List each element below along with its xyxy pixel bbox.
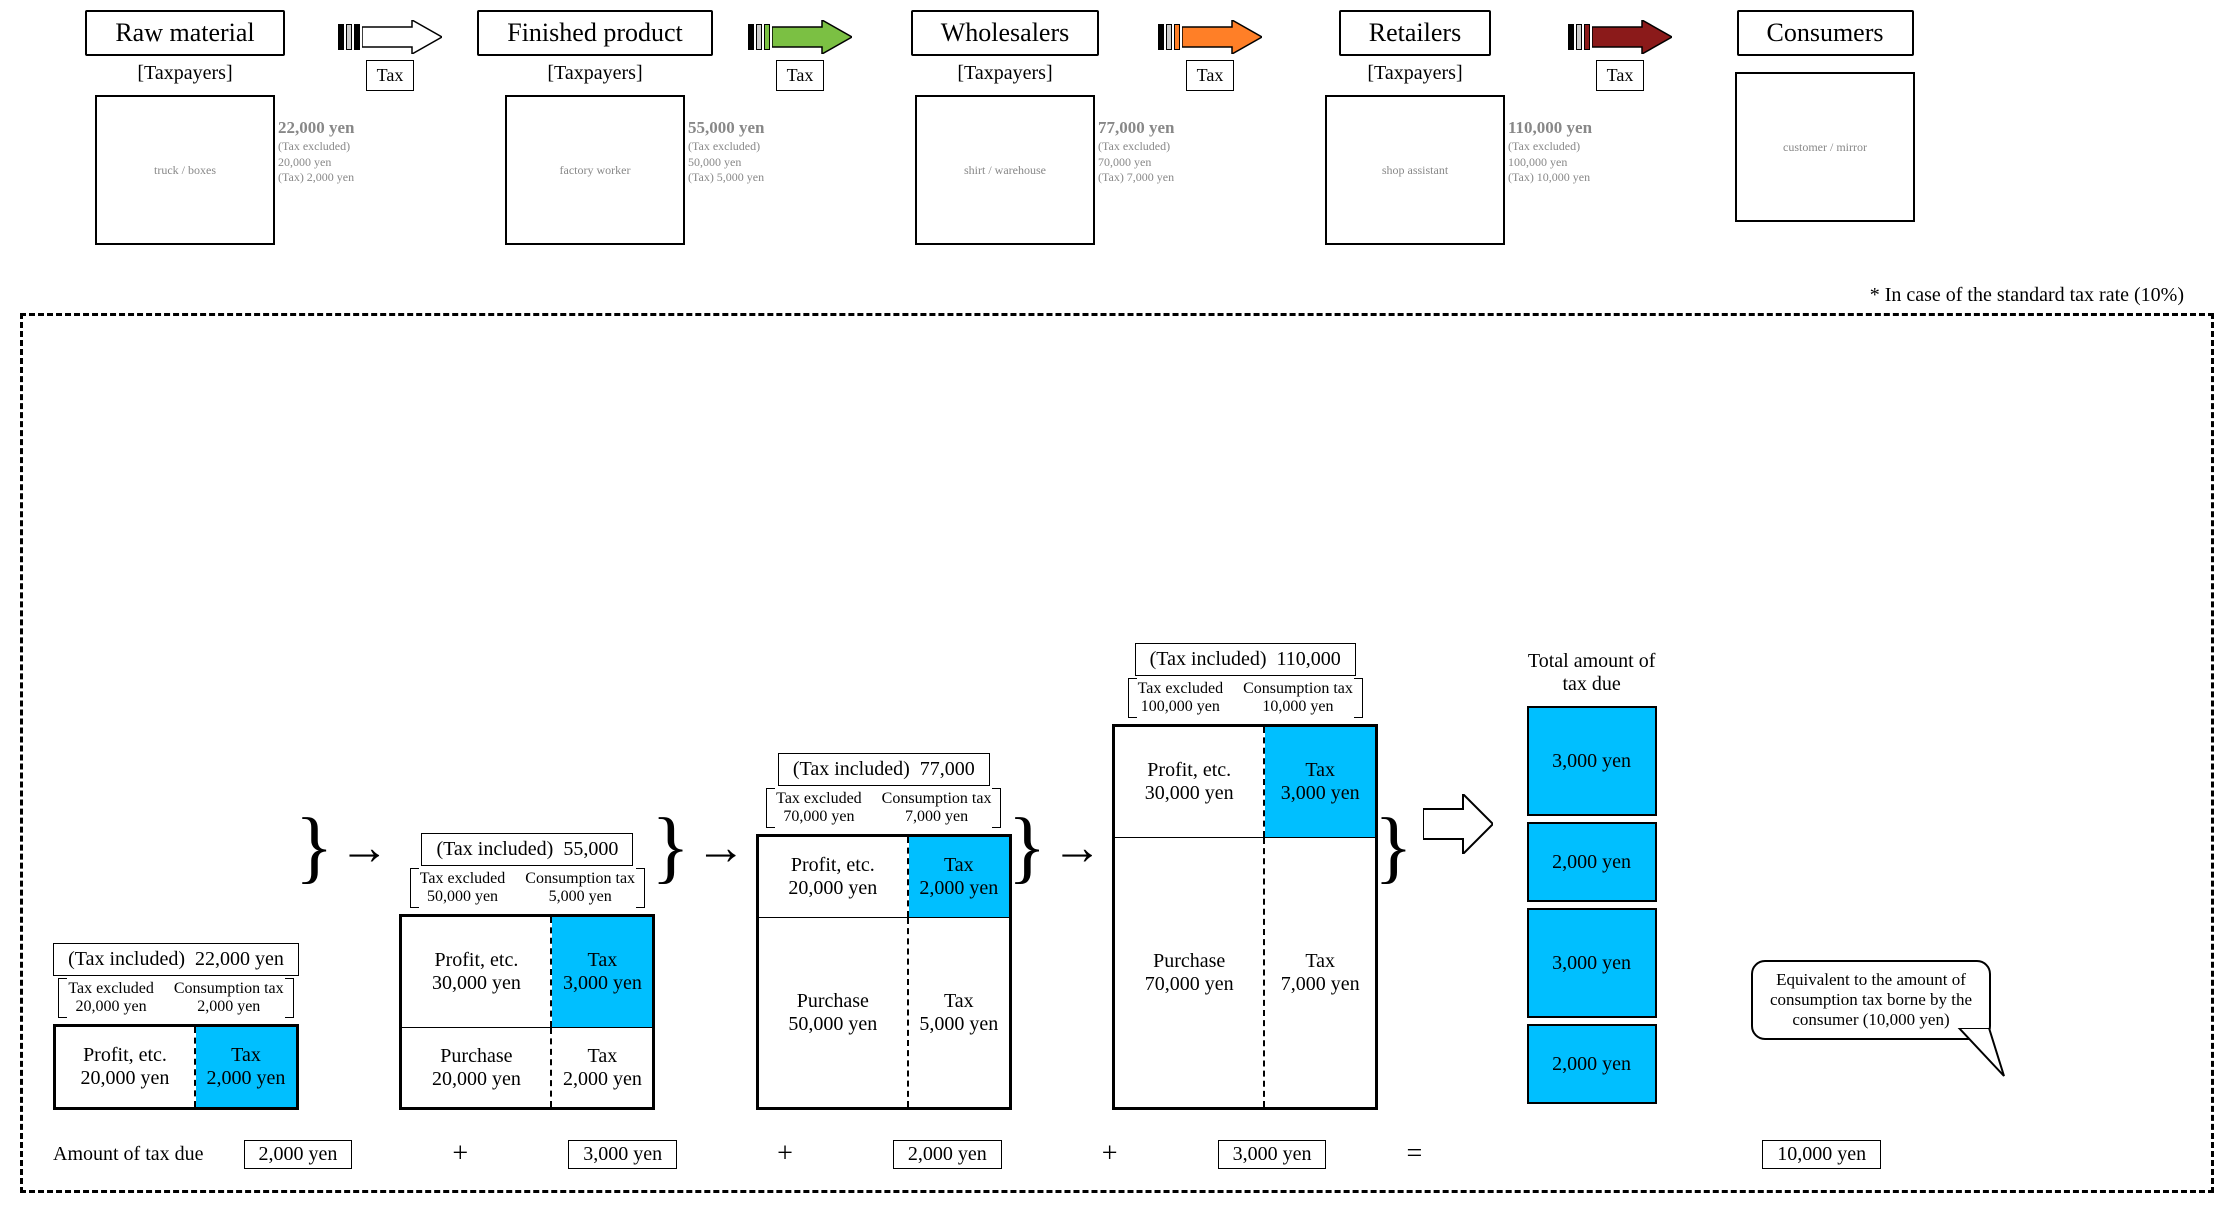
tax-label: Tax <box>776 60 825 91</box>
tax-label: Tax <box>366 60 415 91</box>
tax-due-label: Amount of tax due <box>53 1143 204 1166</box>
stage-subtitle: [Taxpayers] <box>1367 62 1462 85</box>
total-part: 3,000 yen <box>1527 706 1657 816</box>
equals-icon: = <box>1406 1138 1422 1170</box>
brace-icon: } <box>295 827 333 867</box>
tax-label: Tax <box>1186 60 1235 91</box>
tax-included-header: (Tax included) 77,000 <box>778 753 990 786</box>
total-part: 3,000 yen <box>1527 908 1657 1018</box>
tax-due-value: 2,000 yen <box>893 1140 1002 1169</box>
arrow-outline-icon <box>1423 794 1493 859</box>
breakdown-col-2: (Tax included) 77,000 Tax excluded70,000… <box>756 753 1012 1110</box>
tax-due-row: Amount of tax due 2,000 yen +3,000 yen +2,0… <box>53 1138 1881 1170</box>
transfer-amount: 110,000 yen (Tax excluded)100,000 yen(Ta… <box>1508 117 1643 186</box>
stage-finished-product: Finished product [Taxpayers] factory wor… <box>440 10 750 245</box>
flow-arrow: Tax <box>1560 10 1680 91</box>
flow-arrow: Tax <box>740 10 860 91</box>
bracket-detail: Tax excluded50,000 yen Consumption tax5,… <box>410 870 645 906</box>
tax-breakdown-panel: (Tax included) 22,000 yen Tax excluded20… <box>20 313 2214 1193</box>
stage-retailers: Retailers [Taxpayers] shop assistant 110… <box>1260 10 1570 245</box>
tax-due-total: 10,000 yen <box>1762 1140 1881 1169</box>
arrow-right-icon: → <box>696 818 746 936</box>
value-stack: Profit, etc.20,000 yen Tax2,000 yen Purc… <box>756 834 1012 1110</box>
stage-illustration: factory worker 55,000 yen (Tax excluded)… <box>505 95 685 245</box>
stage-subtitle: [Taxpayers] <box>957 62 1052 85</box>
consumer-tax-callout: Equivalent to the amount of consumption … <box>1751 960 1991 1040</box>
stage-wholesalers: Wholesalers [Taxpayers] shirt / warehous… <box>850 10 1160 245</box>
stage-title: Consumers <box>1737 10 1914 56</box>
stage-consumers: Consumers customer / mirror <box>1670 10 1980 222</box>
transfer-amount: 55,000 yen (Tax excluded)50,000 yen(Tax)… <box>688 117 823 186</box>
total-title: Total amount oftax due <box>1528 650 1655 696</box>
stage-title: Retailers <box>1339 10 1491 56</box>
plus-icon: + <box>1102 1138 1118 1170</box>
stage-title: Raw material <box>85 10 284 56</box>
plus-icon: + <box>777 1138 793 1170</box>
footnote: * In case of the standard tax rate (10%) <box>10 284 2224 307</box>
supply-chain-flow: Raw material [Taxpayers] truck / boxes 2… <box>10 10 2224 280</box>
bracket-detail: Tax excluded20,000 yen Consumption tax2,… <box>58 980 293 1016</box>
brace-icon: } <box>1374 827 1412 867</box>
tax-included-header: (Tax included) 55,000 <box>421 833 633 866</box>
stage-illustration: truck / boxes 22,000 yen (Tax excluded)2… <box>95 95 275 245</box>
transfer-amount: 77,000 yen (Tax excluded)70,000 yen(Tax)… <box>1098 117 1233 186</box>
stage-title: Wholesalers <box>911 10 1100 56</box>
total-part: 2,000 yen <box>1527 1024 1657 1104</box>
arrow-right-icon: → <box>339 818 389 936</box>
flow-arrow: Tax <box>330 10 450 91</box>
total-tax-column: Total amount oftax due 3,000 yen2,000 ye… <box>1527 650 1657 1110</box>
stage-title: Finished product <box>477 10 713 56</box>
breakdown-col-1: (Tax included) 55,000 Tax excluded50,000… <box>399 833 655 1110</box>
brace-icon: } <box>1008 827 1046 867</box>
tax-included-header: (Tax included) 110,000 <box>1135 643 1356 676</box>
plus-icon: + <box>452 1138 468 1170</box>
stage-subtitle: [Taxpayers] <box>137 62 232 85</box>
value-stack: Profit, etc.20,000 yen Tax2,000 yen <box>53 1024 299 1110</box>
bracket-detail: Tax excluded100,000 yen Consumption tax1… <box>1128 680 1363 716</box>
tax-label: Tax <box>1596 60 1645 91</box>
bracket-detail: Tax excluded70,000 yen Consumption tax7,… <box>766 790 1001 826</box>
value-stack: Profit, etc.30,000 yen Tax3,000 yen Purc… <box>399 914 655 1110</box>
stage-raw-material: Raw material [Taxpayers] truck / boxes 2… <box>30 10 340 245</box>
tax-included-header: (Tax included) 22,000 yen <box>53 943 299 976</box>
breakdown-col-0: (Tax included) 22,000 yen Tax excluded20… <box>53 943 299 1110</box>
stage-illustration: customer / mirror <box>1735 72 1915 222</box>
stage-illustration: shop assistant 110,000 yen (Tax excluded… <box>1325 95 1505 245</box>
tax-due-value: 3,000 yen <box>568 1140 677 1169</box>
brace-icon: } <box>651 827 689 867</box>
stage-illustration: shirt / warehouse 77,000 yen (Tax exclud… <box>915 95 1095 245</box>
tax-due-value: 3,000 yen <box>1218 1140 1327 1169</box>
transfer-amount: 22,000 yen (Tax excluded)20,000 yen(Tax)… <box>278 117 413 186</box>
value-stack: Profit, etc.30,000 yen Tax3,000 yen Purc… <box>1112 724 1378 1110</box>
breakdown-col-3: (Tax included) 110,000 Tax excluded100,0… <box>1112 643 1378 1110</box>
flow-arrow: Tax <box>1150 10 1270 91</box>
total-part: 2,000 yen <box>1527 822 1657 902</box>
tax-due-value: 2,000 yen <box>244 1140 353 1169</box>
stage-subtitle: [Taxpayers] <box>547 62 642 85</box>
arrow-right-icon: → <box>1052 818 1102 936</box>
